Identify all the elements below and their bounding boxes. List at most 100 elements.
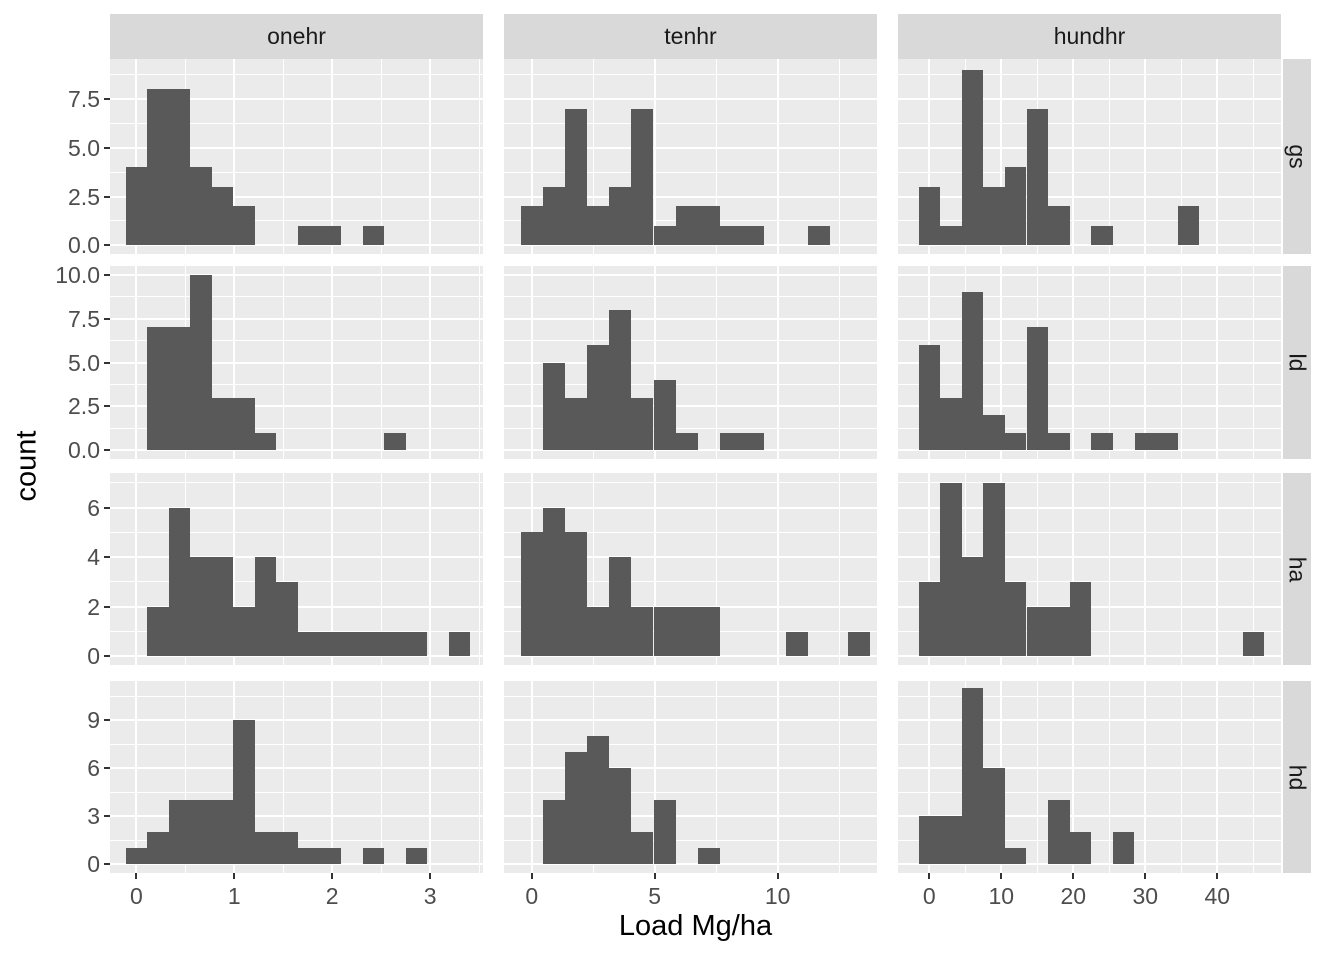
y-tick-label: 4 bbox=[87, 544, 100, 571]
gridline-major-x bbox=[233, 473, 236, 665]
histogram-bar bbox=[609, 309, 632, 451]
x-tick-mark bbox=[1072, 873, 1075, 879]
histogram-bar bbox=[1091, 432, 1113, 451]
gridline-minor-y bbox=[898, 695, 1281, 697]
histogram-bar bbox=[168, 800, 191, 865]
histogram-bar bbox=[940, 482, 962, 657]
gridline-minor-y bbox=[110, 340, 483, 342]
x-tick-mark bbox=[429, 873, 432, 879]
gridline-major-y bbox=[898, 195, 1281, 198]
histogram-bar bbox=[276, 581, 298, 657]
y-tick-mark bbox=[104, 273, 110, 276]
gridline-major-x bbox=[429, 681, 432, 873]
gridline-minor-x bbox=[1036, 473, 1038, 665]
histogram-bar bbox=[233, 606, 255, 657]
histogram-bar bbox=[384, 432, 406, 451]
gridline-minor-y bbox=[898, 743, 1281, 745]
histogram-bar bbox=[1026, 327, 1049, 451]
x-tick-mark bbox=[233, 873, 236, 879]
x-tick-label: 40 bbox=[1204, 883, 1231, 909]
histogram-bar bbox=[742, 225, 765, 246]
gridline-minor-x bbox=[1108, 681, 1110, 873]
histogram-bar bbox=[697, 606, 720, 657]
y-tick-mark bbox=[104, 405, 110, 408]
histogram-bar bbox=[233, 720, 255, 865]
gridline-major-y bbox=[110, 506, 483, 509]
gridline-minor-y bbox=[110, 123, 483, 124]
gridline-major-x bbox=[653, 59, 656, 254]
gridline-minor-y bbox=[898, 296, 1281, 298]
gridline-major-y bbox=[110, 273, 483, 276]
y-tick-mark bbox=[104, 655, 110, 658]
gridline-minor-y bbox=[504, 340, 877, 342]
gridline-minor-y bbox=[504, 791, 877, 793]
gridline-minor-y bbox=[110, 383, 483, 385]
facet-row-strip-label: ha bbox=[1284, 556, 1311, 582]
gridline-major-y bbox=[504, 506, 877, 509]
gridline-minor-x bbox=[380, 681, 382, 873]
y-tick-label: 10.0 bbox=[55, 261, 100, 288]
gridline-major-y bbox=[504, 719, 877, 722]
gridline-major-y bbox=[898, 767, 1281, 770]
gridline-minor-y bbox=[898, 123, 1281, 124]
gridline-major-y bbox=[110, 719, 483, 722]
gridline-major-x bbox=[1072, 59, 1075, 254]
gridline-major-x bbox=[1216, 681, 1219, 873]
histogram-bar bbox=[1004, 581, 1027, 657]
y-tick-mark bbox=[104, 98, 110, 101]
facet-row-strip-label: gs bbox=[1284, 144, 1311, 169]
gridline-major-y bbox=[504, 146, 877, 149]
panel-ld-tenhr bbox=[504, 266, 877, 459]
gridline-major-x bbox=[928, 681, 931, 873]
gridline-minor-y bbox=[110, 791, 483, 793]
x-tick-label: 30 bbox=[1132, 883, 1159, 909]
panel-ld-onehr bbox=[110, 266, 483, 459]
x-tick-mark bbox=[928, 873, 931, 879]
gridline-minor-x bbox=[1108, 59, 1110, 254]
x-tick-mark bbox=[530, 873, 533, 879]
gridline-minor-y bbox=[110, 171, 483, 173]
gridline-major-y bbox=[110, 361, 483, 364]
histogram-bar bbox=[653, 606, 676, 657]
histogram-bar bbox=[254, 432, 277, 451]
histogram-bar bbox=[233, 206, 255, 246]
histogram-bar bbox=[653, 800, 676, 865]
histogram-bar bbox=[520, 206, 543, 246]
x-axis-title: Load Mg/ha bbox=[618, 910, 773, 942]
histogram-bar bbox=[675, 606, 698, 657]
gridline-minor-y bbox=[110, 482, 483, 484]
gridline-major-x bbox=[1000, 59, 1003, 254]
y-tick-label: 0.0 bbox=[68, 232, 100, 259]
histogram-bar bbox=[1112, 832, 1135, 865]
histogram-bar bbox=[1048, 800, 1070, 865]
gridline-minor-y bbox=[504, 839, 877, 841]
histogram-bar bbox=[341, 631, 363, 657]
x-tick-label: 0 bbox=[129, 883, 143, 909]
histogram-bar bbox=[147, 89, 169, 246]
gridline-major-y bbox=[110, 767, 483, 770]
y-tick-label: 0.0 bbox=[68, 437, 100, 464]
facet-row-strip-ha: ha bbox=[1283, 473, 1311, 665]
gridline-major-y bbox=[898, 244, 1281, 247]
histogram-bar bbox=[983, 482, 1005, 657]
histogram-bar bbox=[565, 752, 588, 865]
histogram-bar bbox=[168, 327, 191, 451]
gridline-major-y bbox=[504, 98, 877, 101]
gridline-major-x bbox=[331, 681, 334, 873]
gridline-minor-y bbox=[898, 74, 1281, 76]
histogram-bar bbox=[190, 167, 212, 246]
gridline-major-y bbox=[898, 317, 1281, 320]
gridline-major-y bbox=[504, 556, 877, 559]
histogram-bar bbox=[125, 167, 148, 246]
gridline-minor-y bbox=[504, 581, 877, 583]
gridline-minor-x bbox=[838, 681, 840, 873]
histogram-bar bbox=[1048, 606, 1070, 657]
gridline-minor-y bbox=[504, 383, 877, 385]
y-tick-label: 9 bbox=[87, 707, 100, 734]
gridline-major-y bbox=[898, 405, 1281, 408]
x-tick-label: 10 bbox=[988, 883, 1015, 909]
gridline-major-x bbox=[653, 473, 656, 665]
histogram-bar bbox=[587, 606, 610, 657]
y-tick-label: 2.5 bbox=[68, 393, 100, 420]
